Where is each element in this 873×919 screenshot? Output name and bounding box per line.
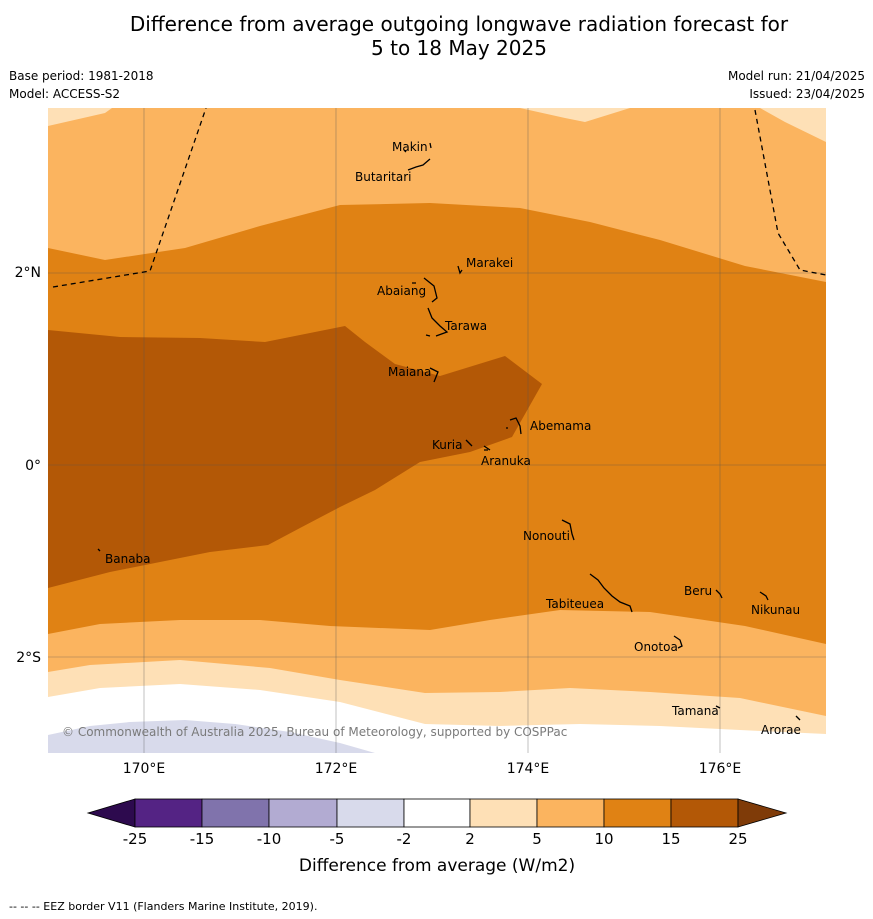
island-arorae [795,715,801,721]
colorbar-segment-3 [268,798,338,828]
island-tabiteuea [589,573,633,613]
island-onotoa [673,635,683,649]
place-labels: Makin Butaritari Marakei Abaiang Tarawa … [105,140,801,737]
colorbar-tick: 25 [728,830,747,848]
label-abaiang: Abaiang [377,284,426,298]
label-banaba: Banaba [105,552,151,566]
label-makin: Makin [392,140,428,154]
gridlines [48,108,826,753]
lon-label-174: 174°E [507,761,550,777]
lat-label-2s: 2°S [16,650,41,666]
footer-note: -- -- -- EEZ border V11 (Flanders Marine… [9,900,318,913]
label-tamana: Tamana [671,704,719,718]
colorbar-tick: 5 [532,830,542,848]
label-arorae: Arorae [761,723,801,737]
colorbar-ticks: -25 -15 -10 -5 -2 2 5 10 15 25 [123,830,748,848]
label-maiana: Maiana [388,365,431,379]
colorbar-segment-1 [134,798,203,828]
island-tarawa [425,307,449,337]
label-tabiteuea: Tabiteuea [545,597,604,611]
colorbar-label: Difference from average (W/m2) [299,856,575,876]
lat-label-2n: 2°N [15,265,41,281]
lon-label-176: 176°E [699,761,742,777]
colorbar-tick: -10 [257,830,282,848]
axis-labels: 2°N 0° 2°S 170°E 172°E 174°E 176°E [15,265,742,777]
colorbar: -25 -15 -10 -5 -2 2 5 10 15 25 Differenc… [86,798,788,876]
lon-label-170: 170°E [123,761,166,777]
band-2-5-top-right [520,108,826,142]
base-period-text: Base period: 1981-2018 [9,69,154,83]
island-marakei [457,265,463,275]
colorbar-extend-high [737,798,788,828]
title-line-1: Difference from average outgoing longwav… [129,12,789,36]
colorbar-tick: -5 [330,830,345,848]
copyright-text: © Commonwealth of Australia 2025, Bureau… [62,725,567,739]
colorbar-segment-8 [603,798,672,828]
label-marakei: Marakei [466,256,513,270]
island-maiana [429,367,439,383]
label-butaritari: Butaritari [355,170,412,184]
lon-label-172: 172°E [315,761,358,777]
colorbar-segment-6 [469,798,538,828]
island-tamana [715,705,721,709]
colorbar-tick: -25 [123,830,148,848]
colorbar-segment-9 [670,798,739,828]
island-banaba [97,548,101,552]
colorbar-tick: 2 [465,830,475,848]
colorbar-segment-5 [403,798,471,828]
chart-title: Difference from average outgoing longwav… [0,12,873,60]
island-beru [715,589,723,599]
label-abemama: Abemama [530,419,591,433]
title-line-2: 5 to 18 May 2025 [371,36,547,60]
island-abaiang [412,277,438,303]
label-nikunau: Nikunau [751,603,800,617]
meta-right: Model run: 21/04/2025 Issued: 23/04/2025 [728,69,865,105]
lat-label-0: 0° [25,458,41,474]
island-butaritari [407,158,431,171]
model-run-text: Model run: 21/04/2025 [727,69,865,83]
label-nonouti: Nonouti [523,529,570,543]
colorbar-extend-low [86,798,136,828]
band-15-25 [48,326,542,588]
island-nonouti [561,519,575,541]
issued-text: Issued: 23/04/2025 [749,87,865,101]
model-text: Model: ACCESS-S2 [9,87,121,101]
island-makin [403,142,432,153]
colorbar-segment-2 [201,798,270,828]
eez-border-east [754,109,826,276]
colorbar-segment-7 [536,798,605,828]
band-2-5-top-left [48,108,112,126]
colorbar-segment-4 [336,798,405,828]
meta-left: Base period: 1981-2018 Model: ACCESS-S2 [9,69,154,105]
label-onotoa: Onotoa [634,640,678,654]
label-tarawa: Tarawa [444,319,487,333]
contour-fields: Makin Butaritari Marakei Abaiang Tarawa … [48,108,826,753]
colorbar-tick: -15 [190,830,215,848]
colorbar-tick: 15 [661,830,680,848]
band-minus-5-minus-2 [48,720,375,753]
island-nikunau [759,591,769,601]
label-beru: Beru [684,584,712,598]
island-aranuka [483,445,491,451]
colorbar-tick: -2 [397,830,412,848]
label-aranuka: Aranuka [481,454,531,468]
colorbar-tick: 10 [594,830,613,848]
island-kuria [465,439,473,447]
island-outlines [97,142,801,721]
island-abemama [506,417,522,435]
label-kuria: Kuria [432,438,463,452]
